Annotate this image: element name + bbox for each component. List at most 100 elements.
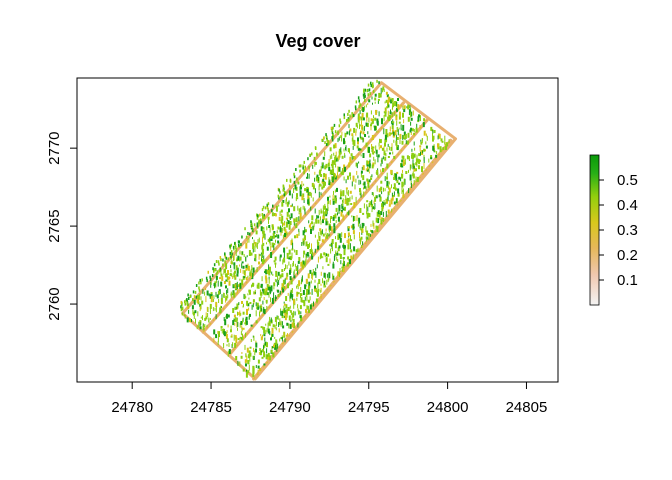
veg-pixel [380, 186, 383, 191]
veg-pixel [384, 134, 387, 140]
veg-pixel [311, 274, 313, 280]
veg-pixel [403, 109, 406, 113]
veg-pixel [402, 160, 405, 166]
veg-pixel [283, 193, 285, 197]
veg-pixel [262, 326, 265, 330]
veg-pixel [271, 327, 274, 334]
veg-pixel [353, 246, 356, 252]
veg-pixel [382, 86, 385, 91]
veg-pixel [280, 219, 283, 224]
veg-pixel [363, 203, 365, 209]
x-tick-label: 24785 [190, 399, 232, 416]
veg-pixel [281, 287, 282, 291]
veg-pixel [400, 124, 402, 130]
veg-pixel [318, 183, 321, 187]
veg-pixel [259, 348, 261, 351]
veg-pixel [402, 194, 405, 199]
veg-pixel [344, 245, 346, 249]
veg-pixel [221, 294, 223, 299]
veg-pixel [348, 226, 350, 229]
veg-pixel [403, 137, 405, 140]
veg-pixel [280, 337, 283, 340]
veg-pixel [309, 249, 312, 254]
veg-pixel [377, 154, 380, 158]
veg-pixel [293, 275, 296, 279]
veg-pixel [351, 133, 354, 137]
veg-pixel [396, 120, 398, 126]
veg-pixel [362, 153, 365, 158]
veg-pixel [313, 156, 316, 160]
veg-pixel [228, 342, 230, 347]
veg-pixel [308, 187, 309, 192]
veg-pixel [441, 140, 444, 143]
veg-pixel [397, 98, 399, 101]
veg-pixel [324, 173, 327, 180]
veg-pixel [285, 334, 288, 337]
veg-pixel [252, 370, 255, 374]
veg-pixel [331, 130, 334, 134]
veg-pixel [237, 338, 240, 341]
veg-pixel [261, 256, 262, 262]
veg-pixel [401, 173, 404, 178]
veg-pixel [269, 266, 271, 273]
veg-pixel [340, 211, 343, 217]
veg-pixel [279, 256, 281, 262]
veg-pixel [408, 169, 409, 173]
veg-pixel [396, 144, 398, 150]
veg-pixel [361, 108, 363, 111]
veg-pixel [291, 193, 293, 199]
veg-pixel [411, 154, 412, 159]
veg-pixel [361, 228, 362, 231]
veg-pixel [300, 287, 302, 292]
veg-pixel [347, 238, 350, 245]
veg-pixel [391, 120, 393, 124]
veg-pixel [368, 167, 370, 172]
veg-pixel [226, 330, 228, 334]
veg-pixel [363, 125, 365, 131]
veg-pixel [260, 221, 262, 225]
veg-pixel [361, 166, 363, 170]
veg-pixel [323, 284, 325, 288]
veg-pixel [209, 318, 211, 320]
veg-pixel [314, 287, 317, 292]
veg-pixel [361, 112, 364, 118]
veg-pixel [210, 282, 212, 285]
veg-pixel [256, 306, 258, 310]
veg-pixel [240, 243, 242, 246]
veg-pixel [337, 271, 340, 277]
veg-pixel [366, 112, 369, 118]
veg-pixel [251, 284, 252, 288]
veg-pixel [372, 146, 375, 149]
veg-pixel [357, 141, 359, 145]
veg-pixel [388, 132, 391, 137]
veg-pixel [276, 315, 278, 320]
veg-pixel [293, 261, 294, 267]
veg-pixel [268, 278, 270, 284]
veg-pixel [265, 323, 267, 326]
veg-pixel [347, 244, 350, 250]
veg-pixel [258, 220, 260, 224]
veg-pixel [267, 286, 269, 291]
veg-pixel [265, 354, 268, 360]
veg-pixel [362, 183, 364, 186]
veg-pixel [332, 168, 334, 175]
veg-pixel [256, 224, 259, 228]
veg-pixel [426, 135, 428, 141]
veg-pixel [258, 237, 260, 243]
veg-pixel [301, 275, 303, 282]
veg-pixel [305, 241, 308, 247]
veg-pixel [273, 245, 275, 251]
veg-pixel [266, 246, 269, 251]
veg-pixel [359, 232, 360, 239]
veg-pixel [370, 118, 373, 122]
veg-pixel [395, 116, 398, 121]
veg-pixel [241, 327, 243, 332]
veg-pixel [277, 194, 280, 198]
veg-pixel [333, 223, 336, 228]
veg-pixel [253, 239, 255, 244]
veg-pixel [351, 215, 353, 218]
veg-pixel [385, 210, 387, 217]
veg-pixel [374, 97, 377, 101]
veg-pixel [261, 288, 263, 292]
veg-pixel [359, 124, 360, 130]
